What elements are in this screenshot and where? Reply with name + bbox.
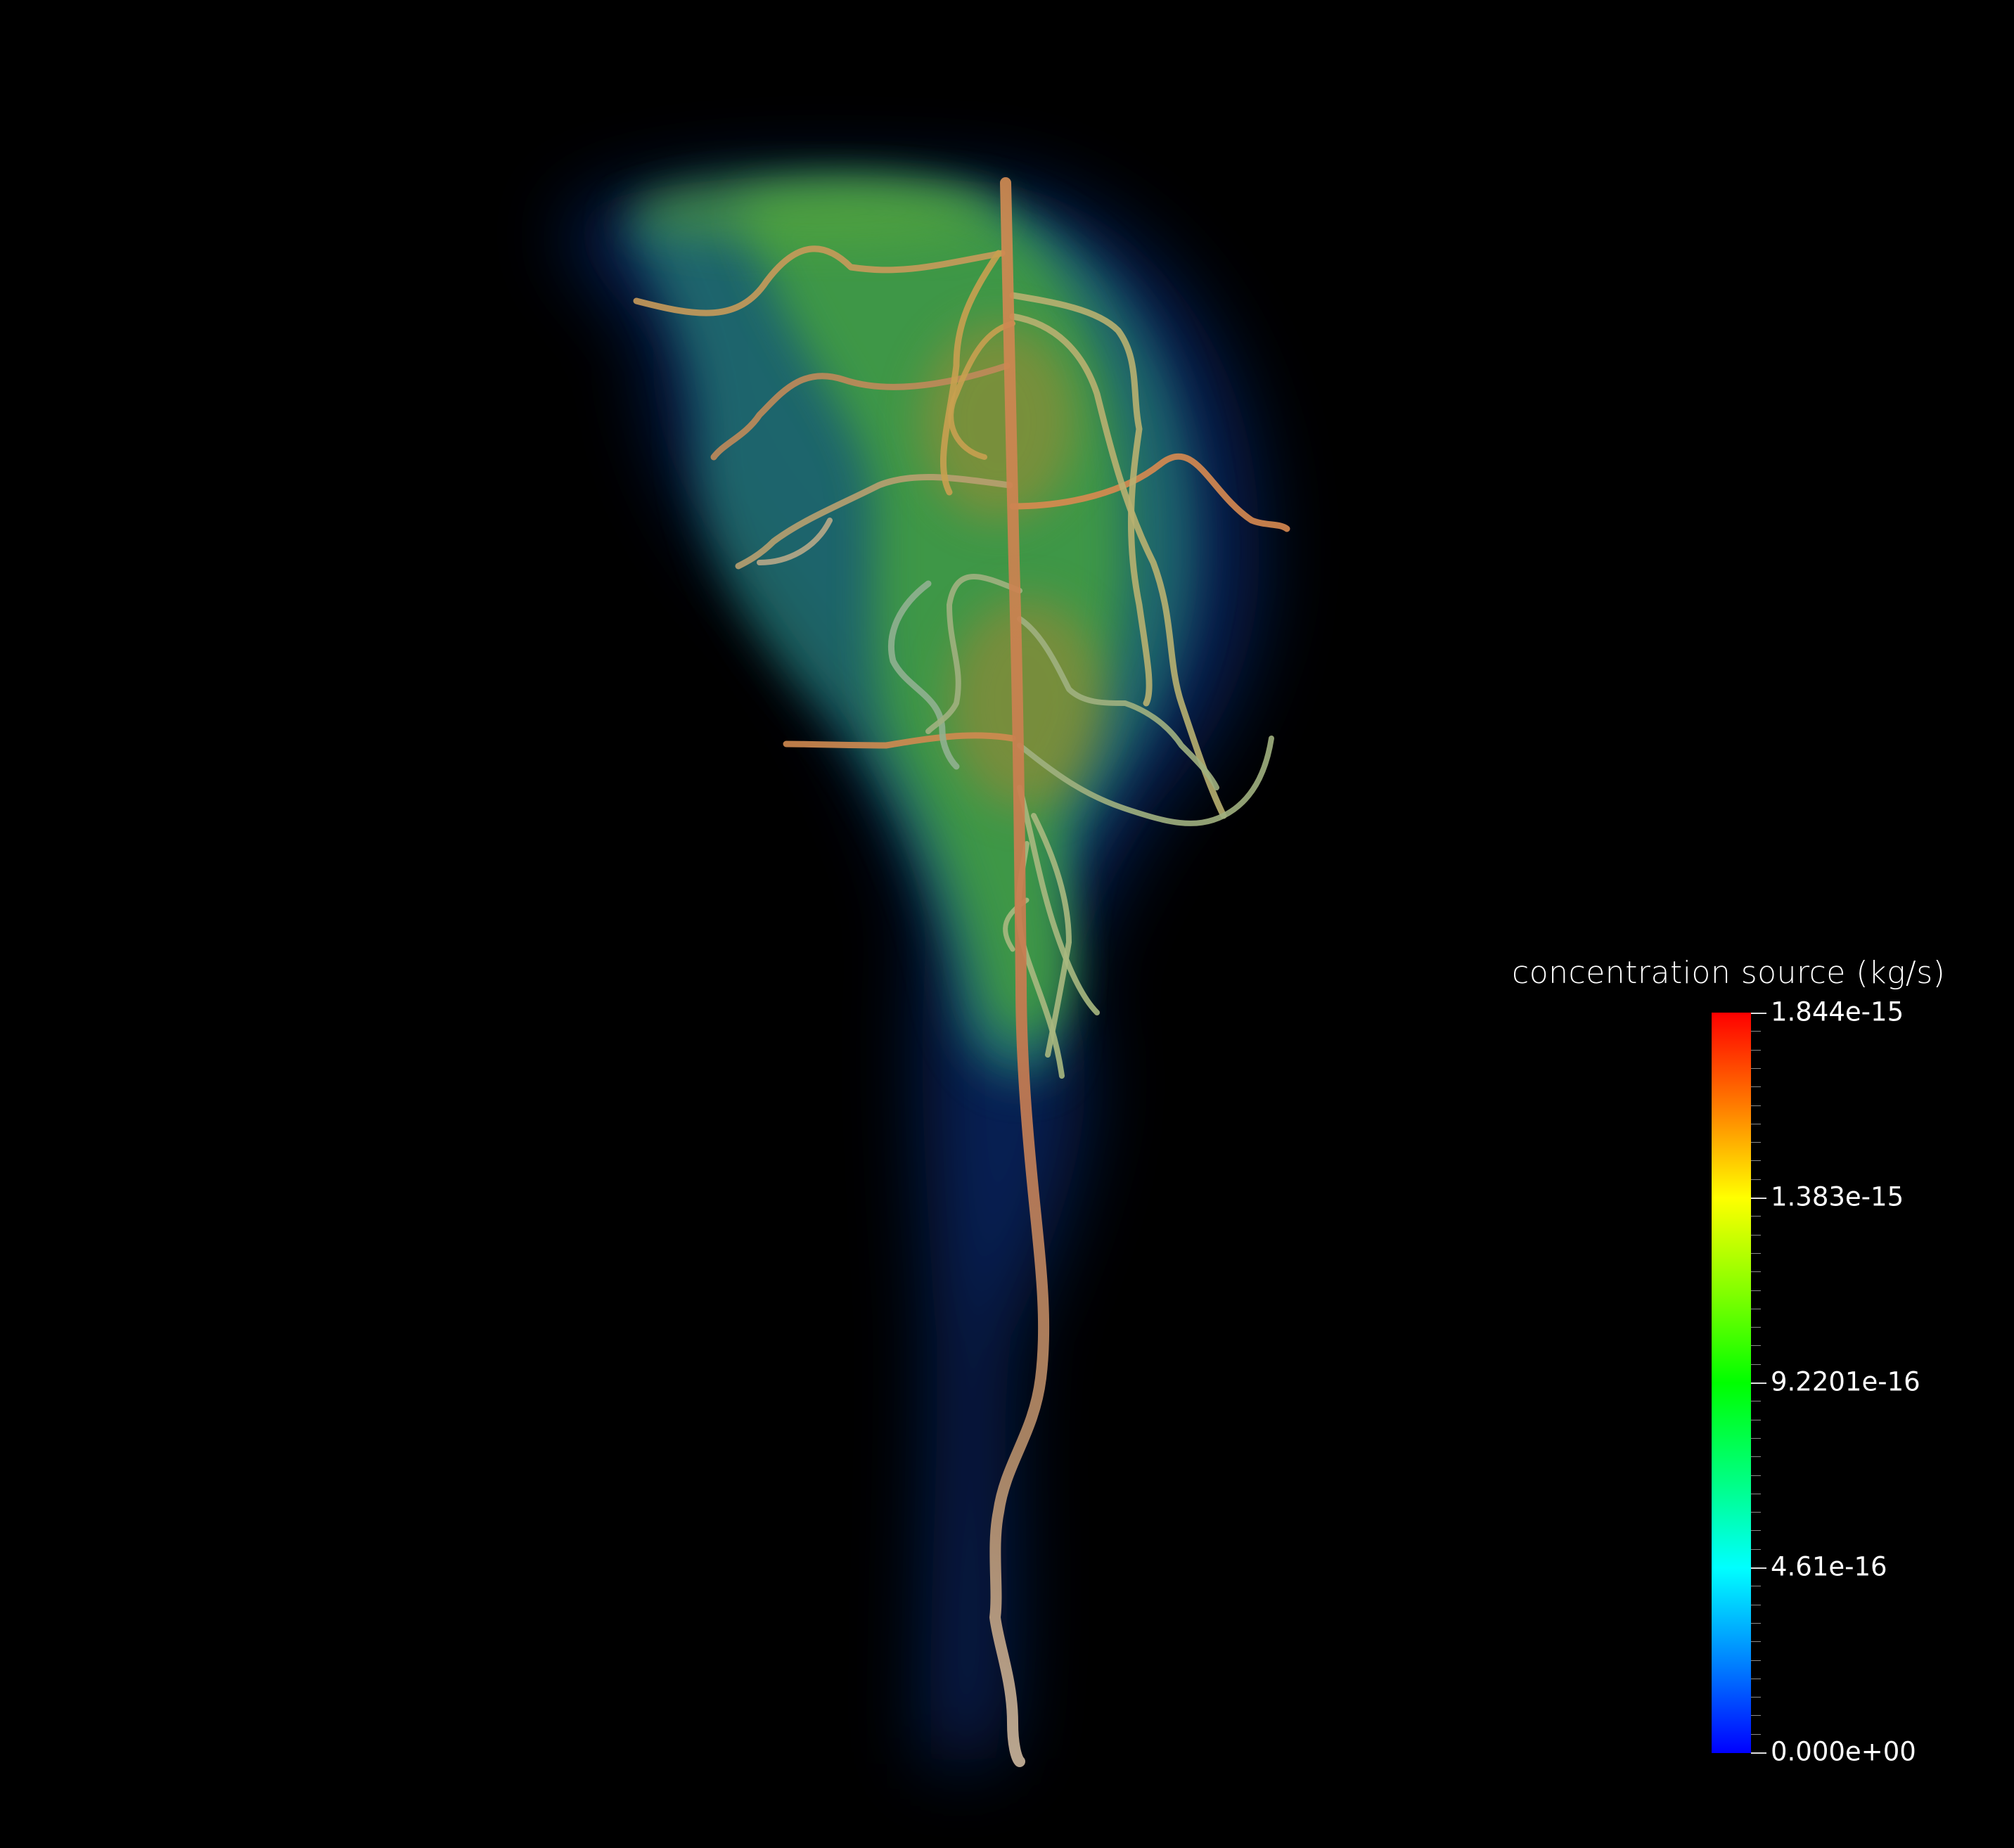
lateral-root bbox=[757, 518, 833, 565]
lateral-root bbox=[1009, 292, 1153, 707]
lateral-root bbox=[1031, 813, 1072, 1058]
plume-hotspot-upper bbox=[921, 323, 1076, 520]
lateral-root bbox=[1017, 616, 1219, 790]
root-system bbox=[633, 177, 1290, 1767]
lateral-root bbox=[939, 250, 1002, 496]
lateral-root bbox=[1017, 736, 1274, 826]
concentration-plume bbox=[563, 176, 1260, 1765]
primary-root bbox=[989, 177, 1050, 1767]
lateral-root bbox=[887, 580, 960, 770]
lateral-root bbox=[925, 574, 1022, 734]
lateral-root bbox=[1009, 313, 1227, 819]
lateral-root bbox=[633, 245, 1006, 316]
plume-hotspot-middle bbox=[949, 598, 1104, 809]
lateral-root bbox=[783, 732, 1016, 749]
lateral-root bbox=[948, 321, 1015, 460]
lateral-root bbox=[1009, 453, 1290, 532]
lateral-root bbox=[1017, 785, 1100, 1015]
lateral-root bbox=[710, 362, 1011, 461]
plume-top-band bbox=[633, 176, 999, 246]
